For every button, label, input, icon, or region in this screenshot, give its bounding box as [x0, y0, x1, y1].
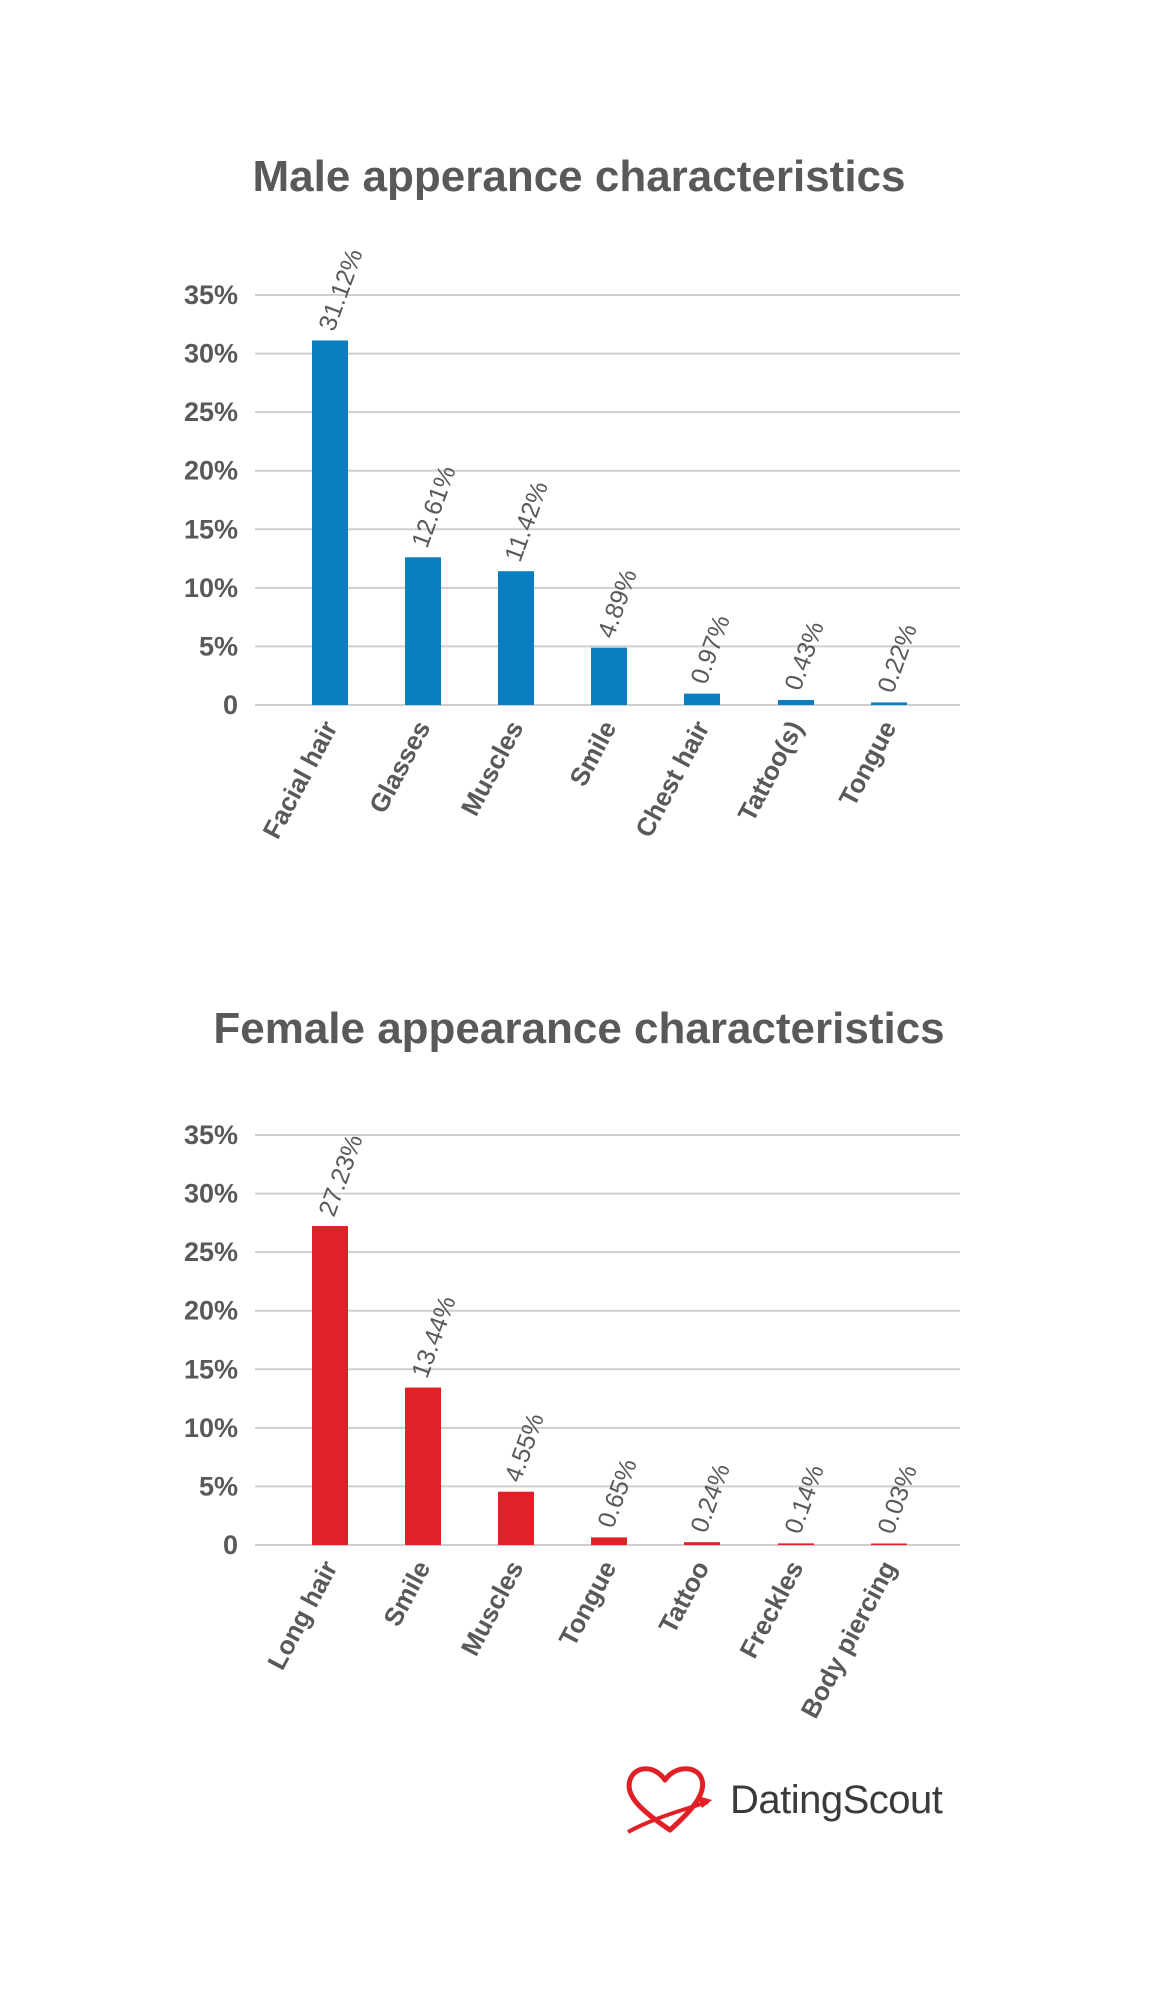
female-chart-title: Female appearance characteristics [213, 1004, 945, 1053]
female-y-tick-label: 35% [184, 1120, 238, 1150]
female-bar [591, 1537, 627, 1545]
datingscout-logo: DatingScout [620, 1760, 980, 1840]
female-bar [871, 1543, 907, 1545]
female-bar [312, 1226, 348, 1545]
female-value-label: 13.44% [406, 1292, 461, 1381]
female-y-tick-label: 5% [199, 1471, 238, 1501]
male-category-label: Tongue [833, 716, 903, 811]
female-value-label: 0.14% [779, 1461, 830, 1537]
male-category-label: Glasses [363, 716, 436, 818]
female-category-label: Long hair [261, 1556, 343, 1675]
female-y-tick-label: 0 [223, 1530, 238, 1560]
female-value-label: 0.03% [872, 1461, 923, 1537]
brand-name: DatingScout [730, 1778, 943, 1822]
female-category-label: Tongue [553, 1556, 623, 1651]
male-category-label: Facial hair [256, 716, 343, 844]
female-bar [778, 1543, 814, 1545]
male-value-label: 11.42% [499, 478, 554, 566]
male-category-label: Muscles [455, 716, 530, 821]
male-category-label: Tattoo(s) [732, 716, 810, 827]
male-value-label: 0.97% [685, 611, 736, 687]
female-value-label: 4.55% [499, 1410, 550, 1486]
male-bar [871, 702, 907, 705]
female-bar [498, 1491, 534, 1545]
female-category-label: Freckles [733, 1556, 809, 1663]
female-y-tick-label: 30% [184, 1179, 238, 1209]
male-value-label: 31.12% [313, 250, 368, 335]
female-bar [684, 1542, 720, 1545]
male-y-tick-label: 20% [184, 456, 238, 486]
male-value-label: 0.43% [779, 618, 830, 694]
male-value-label: 0.22% [872, 620, 923, 696]
female-category-label: Muscles [455, 1556, 530, 1661]
male-y-tick-label: 15% [184, 514, 238, 544]
male-chart-title: Male apperance characteristics [252, 152, 906, 201]
female-y-tick-label: 15% [184, 1354, 238, 1384]
female-category-label: Body piercing [794, 1556, 902, 1723]
male-y-tick-label: 25% [184, 397, 238, 427]
female-bar-chart: 0 5% 10% 15% 20% 25% 30% 35% 27.23% Long hair 13.4… [184, 1120, 960, 1723]
female-value-label: 0.24% [685, 1460, 736, 1536]
male-y-tick-label: 35% [184, 280, 238, 310]
male-bar [684, 693, 720, 705]
female-y-tick-label: 10% [184, 1413, 238, 1443]
male-bar-chart: 0 5% 10% 15% 20% 25% 30% 35% 31.12% Facial hair 12… [184, 250, 960, 844]
male-bar [405, 557, 441, 705]
female-category-label: Smile [377, 1556, 436, 1631]
male-category-label: Smile [563, 716, 622, 791]
male-y-tick-label: 5% [199, 631, 238, 661]
male-bar [591, 647, 627, 705]
male-bar [778, 699, 814, 705]
female-category-label: Tattoo [652, 1556, 715, 1639]
heart-arrow-icon [626, 1766, 712, 1834]
male-y-tick-label: 0 [223, 690, 238, 720]
male-value-label: 12.61% [406, 462, 461, 551]
male-category-label: Chest hair [629, 716, 715, 842]
female-value-label: 0.65% [592, 1455, 643, 1531]
female-y-tick-label: 20% [184, 1296, 238, 1326]
male-y-tick-label: 30% [184, 339, 238, 369]
female-bar [405, 1387, 441, 1545]
female-value-label: 27.23% [313, 1131, 368, 1220]
male-bar [312, 340, 348, 705]
male-y-tick-label: 10% [184, 573, 238, 603]
male-bar [498, 571, 534, 705]
female-y-tick-label: 25% [184, 1237, 238, 1267]
male-value-label: 4.89% [592, 566, 643, 642]
